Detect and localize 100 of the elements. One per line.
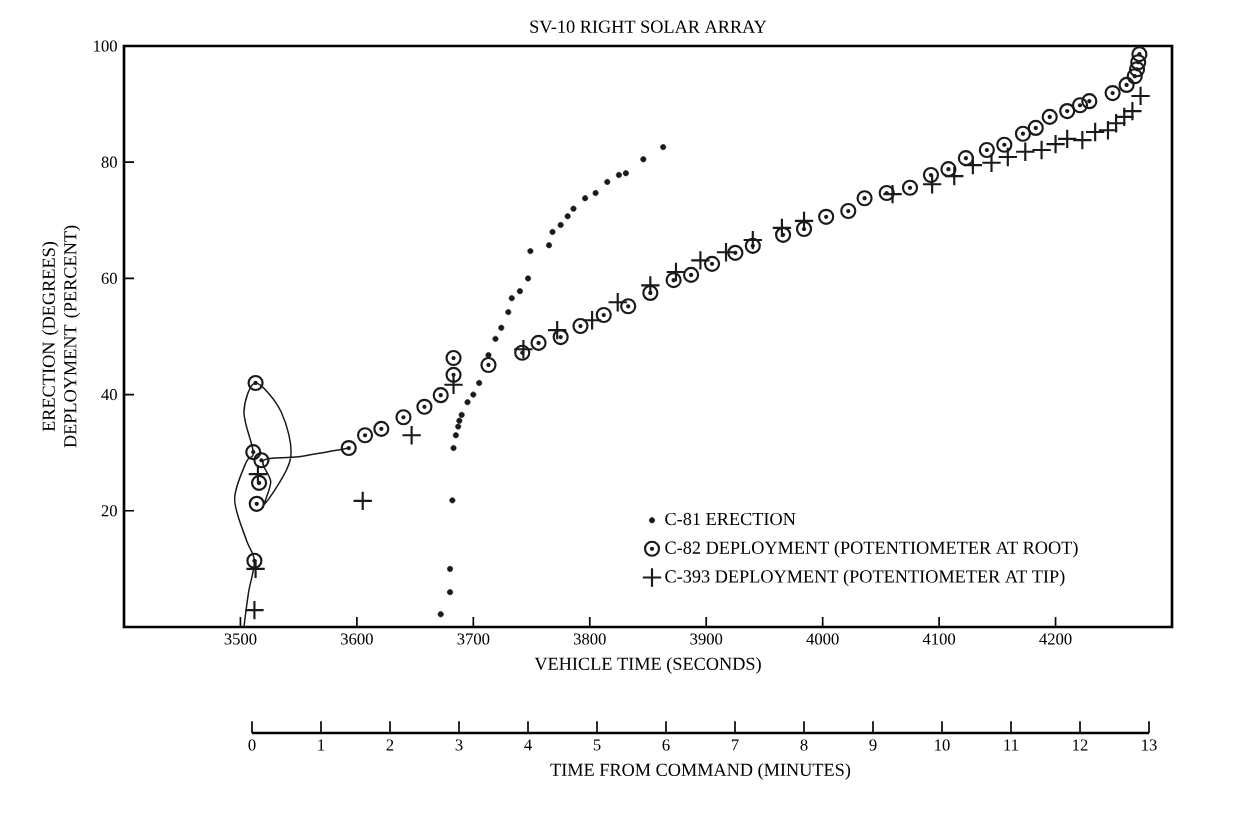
- point: [962, 154, 984, 176]
- x-axis-title: VEHICLE TIME (SECONDS): [534, 657, 761, 674]
- y-tick-label: 60: [101, 272, 117, 284]
- x-tick-label: 3700: [457, 633, 490, 645]
- point: [514, 344, 531, 361]
- point: [546, 319, 568, 341]
- point: [795, 220, 813, 238]
- point: [432, 387, 449, 404]
- point: [640, 275, 661, 296]
- x-tick-label: 3600: [341, 633, 373, 645]
- point: [604, 178, 611, 185]
- point: [703, 255, 721, 272]
- point: [642, 284, 659, 301]
- point: [516, 288, 523, 295]
- point: [1071, 97, 1089, 114]
- point: [458, 411, 465, 418]
- point: [492, 335, 499, 342]
- point: [244, 599, 265, 621]
- x-tick-label: 4200: [1039, 633, 1072, 645]
- point: [564, 213, 571, 220]
- point: [878, 184, 895, 202]
- point: [450, 445, 457, 452]
- x2-tick-label: 9: [869, 739, 877, 751]
- point: [356, 427, 374, 444]
- legend-label: C-82 DEPLOYMENT (POTENTIOMETER AT ROOT): [665, 541, 1078, 558]
- point: [1031, 139, 1052, 161]
- x2-tick-label: 1: [318, 739, 325, 751]
- point: [447, 565, 454, 572]
- point: [572, 317, 589, 335]
- point: [464, 399, 471, 406]
- point: [665, 261, 687, 283]
- point: [715, 242, 737, 263]
- point: [251, 474, 268, 491]
- point: [1130, 54, 1147, 71]
- x2-tick-label: 8: [800, 739, 808, 751]
- point: [921, 174, 943, 195]
- x2-tick-label: 2: [386, 739, 394, 751]
- x2-tick-label: 11: [1004, 739, 1019, 751]
- point: [840, 202, 857, 220]
- point: [1059, 102, 1076, 120]
- point: [1045, 133, 1066, 155]
- x2-tick-label: 6: [662, 739, 670, 751]
- x2-axis-title: TIME FROM COMMAND (MINUTES): [550, 763, 851, 780]
- x-tick-label: 3900: [690, 633, 723, 645]
- point: [247, 374, 264, 392]
- point: [622, 170, 629, 177]
- point: [771, 217, 793, 239]
- point: [581, 309, 603, 331]
- point: [445, 366, 462, 383]
- point: [401, 425, 422, 446]
- point: [1084, 121, 1106, 143]
- point: [395, 409, 412, 426]
- point: [513, 339, 534, 360]
- x2-tick-label: 5: [593, 739, 601, 751]
- point: [660, 144, 667, 151]
- y-tick-label: 20: [101, 505, 117, 517]
- point: [620, 298, 637, 315]
- chart-title: SV-10 RIGHT SOLAR ARRAY: [530, 20, 767, 33]
- point: [1122, 100, 1143, 122]
- point: [248, 495, 265, 512]
- point: [607, 291, 628, 313]
- point: [981, 152, 1002, 174]
- point: [1118, 76, 1135, 93]
- point: [901, 179, 919, 196]
- point: [246, 552, 263, 569]
- point: [997, 146, 1019, 168]
- x-tick-label: 3500: [224, 633, 257, 645]
- point: [527, 248, 534, 255]
- point: [940, 161, 957, 178]
- point: [615, 171, 622, 178]
- point: [437, 611, 444, 618]
- x2-tick-label: 12: [1073, 739, 1088, 751]
- point: [1131, 46, 1148, 63]
- x2-tick-label: 10: [935, 739, 950, 751]
- x2-tick-label: 3: [455, 739, 463, 751]
- point: [922, 166, 940, 184]
- x-tick-label: 4000: [806, 633, 839, 645]
- point: [508, 295, 515, 302]
- point: [774, 226, 792, 243]
- point: [744, 237, 761, 254]
- x2-tick-label: 0: [248, 739, 256, 751]
- point: [1014, 125, 1032, 142]
- point: [592, 189, 599, 196]
- point: [957, 150, 974, 167]
- y-axis-title: ERECTION (DEGREES) DEPLOYMENT (PERCENT): [42, 225, 81, 448]
- x-tick-label: 3800: [573, 633, 606, 645]
- point: [549, 228, 556, 235]
- point: [245, 444, 262, 461]
- point: [1081, 93, 1098, 110]
- x-tick-label: 4100: [922, 633, 956, 645]
- point: [530, 334, 547, 351]
- point: [476, 379, 483, 386]
- point: [245, 558, 266, 580]
- point: [882, 183, 903, 205]
- point: [1130, 85, 1151, 107]
- point: [525, 275, 532, 282]
- legend-label: C-393 DEPLOYMENT (POTENTIOMETER AT TIP): [665, 569, 1065, 587]
- x2-tick-label: 13: [1142, 739, 1157, 751]
- point: [416, 398, 433, 415]
- point: [557, 221, 564, 228]
